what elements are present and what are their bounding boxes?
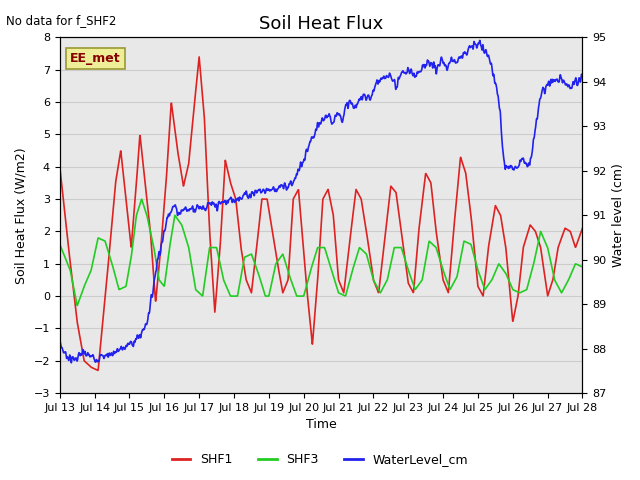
- WaterLevel_cm: [83, 353, 90, 359]
- WaterLevel_cm: [579, 75, 586, 81]
- SHF1: [83, 360, 90, 366]
- Title: Soil Heat Flux: Soil Heat Flux: [259, 15, 383, 33]
- WaterLevel_cm: [564, 83, 572, 89]
- SHF1: [564, 227, 572, 233]
- Y-axis label: Water level (cm): Water level (cm): [612, 163, 625, 267]
- SHF3: [564, 279, 572, 285]
- Text: EE_met: EE_met: [70, 52, 121, 65]
- WaterLevel_cm: [296, 160, 304, 166]
- SHF3: [138, 196, 145, 202]
- Legend: SHF1, SHF3, WaterLevel_cm: SHF1, SHF3, WaterLevel_cm: [166, 448, 474, 471]
- SHF1: [468, 222, 476, 228]
- WaterLevel_cm: [56, 336, 63, 342]
- SHF1: [564, 227, 572, 233]
- SHF3: [579, 264, 586, 270]
- SHF3: [468, 245, 476, 251]
- Text: No data for f_SHF2: No data for f_SHF2: [6, 14, 116, 27]
- SHF1: [310, 316, 318, 322]
- X-axis label: Time: Time: [306, 419, 337, 432]
- Line: SHF3: SHF3: [60, 199, 582, 306]
- SHF1: [94, 368, 102, 373]
- Line: SHF1: SHF1: [60, 57, 582, 371]
- WaterLevel_cm: [476, 37, 484, 43]
- Y-axis label: Soil Heat Flux (W/m2): Soil Heat Flux (W/m2): [15, 147, 28, 284]
- SHF3: [74, 303, 81, 309]
- WaterLevel_cm: [468, 44, 476, 49]
- SHF1: [297, 212, 305, 218]
- SHF1: [579, 225, 586, 231]
- SHF3: [310, 255, 318, 261]
- Line: WaterLevel_cm: WaterLevel_cm: [60, 40, 582, 363]
- SHF1: [195, 54, 203, 60]
- SHF3: [83, 277, 90, 283]
- SHF3: [56, 241, 63, 247]
- WaterLevel_cm: [67, 360, 75, 366]
- SHF1: [56, 164, 63, 169]
- WaterLevel_cm: [310, 134, 318, 140]
- SHF3: [297, 293, 305, 299]
- SHF3: [564, 278, 572, 284]
- WaterLevel_cm: [564, 84, 572, 89]
